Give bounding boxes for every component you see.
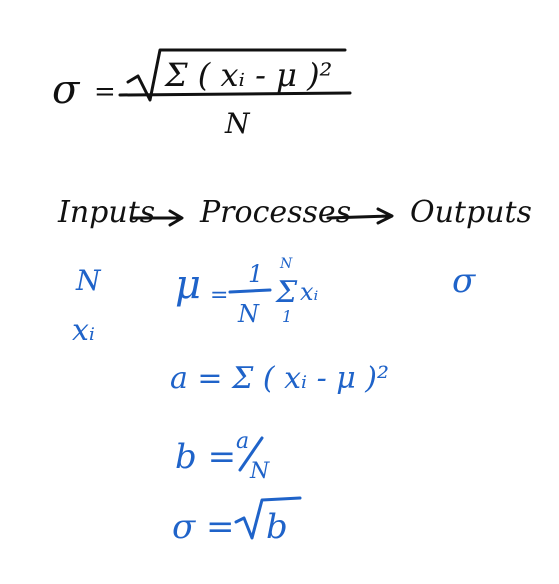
outputs-column: σ (452, 261, 476, 301)
mean-fraction-num: 1 (248, 260, 263, 288)
formula-numerator: Σ ( xᵢ - μ )² (164, 56, 332, 94)
output-sigma: σ (452, 261, 476, 301)
step-mean: μ = 1 N N Σ 1 xᵢ (175, 256, 319, 328)
mean-sum-top: N (279, 256, 293, 272)
b-slash (238, 436, 264, 472)
mean-equals: = (210, 283, 228, 308)
arrow-right-icon (130, 209, 184, 227)
formula-radical-icon (126, 48, 347, 102)
input-xi: xᵢ (72, 313, 95, 348)
io-flow: Inputs Processes Outputs (57, 195, 532, 230)
mean-term: xᵢ (300, 278, 319, 306)
input-n: N (75, 264, 102, 297)
formula-fraction-bar (118, 91, 352, 97)
formula-lhs: σ (52, 67, 81, 113)
formula-denominator: N (224, 107, 251, 140)
sigma-radicand: b (266, 507, 288, 547)
b-num: a (236, 429, 249, 454)
mean-sum-bottom: 1 (282, 307, 292, 326)
flow-processes: Processes (199, 195, 351, 230)
flow-outputs: Outputs (410, 195, 532, 230)
radical-icon (234, 496, 302, 540)
mean-fraction-bar (228, 288, 272, 294)
std-dev-formula: σ = Σ ( xᵢ - μ )² N (52, 48, 352, 140)
formula-equals: = (94, 77, 116, 107)
b-den: N (249, 459, 270, 484)
mean-fraction-den: N (237, 300, 260, 328)
mean-sum-sigma: Σ (275, 275, 298, 310)
mean-lhs: μ (175, 262, 201, 308)
process-steps: μ = 1 N N Σ 1 xᵢ a = Σ ( xᵢ - μ )² b = a… (170, 256, 389, 547)
b-lhs: b = (175, 437, 236, 477)
step-a: a = Σ ( xᵢ - μ )² (170, 361, 389, 396)
step-sigma: σ = b (172, 496, 302, 547)
sigma-lhs: σ = (172, 507, 235, 547)
flow-inputs: Inputs (57, 195, 155, 230)
arrow-right-icon (326, 207, 394, 225)
inputs-column: N xᵢ (72, 264, 102, 348)
step-b: b = a N (175, 429, 270, 484)
